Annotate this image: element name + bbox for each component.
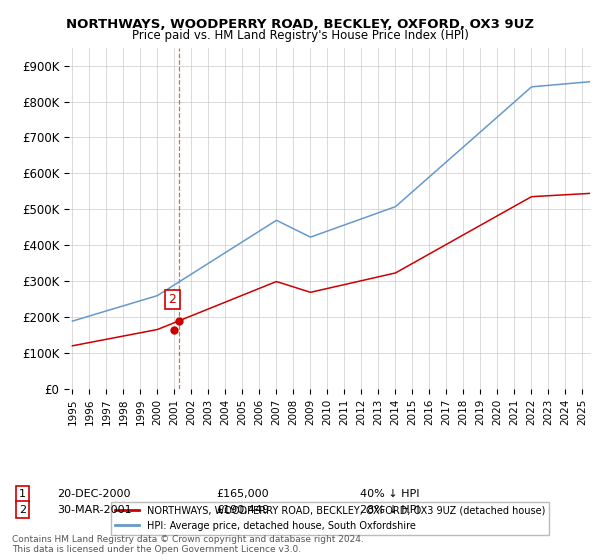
Text: £190,449: £190,449: [216, 505, 269, 515]
Text: NORTHWAYS, WOODPERRY ROAD, BECKLEY, OXFORD, OX3 9UZ: NORTHWAYS, WOODPERRY ROAD, BECKLEY, OXFO…: [66, 18, 534, 31]
Text: 40% ↓ HPI: 40% ↓ HPI: [360, 489, 419, 499]
Text: 1: 1: [19, 489, 26, 499]
Text: 28% ↓ HPI: 28% ↓ HPI: [360, 505, 419, 515]
Text: £165,000: £165,000: [216, 489, 269, 499]
Text: 2: 2: [19, 505, 26, 515]
Text: 2: 2: [169, 293, 176, 306]
Text: Price paid vs. HM Land Registry's House Price Index (HPI): Price paid vs. HM Land Registry's House …: [131, 29, 469, 42]
Text: 30-MAR-2001: 30-MAR-2001: [57, 505, 131, 515]
Text: 20-DEC-2000: 20-DEC-2000: [57, 489, 131, 499]
Legend: NORTHWAYS, WOODPERRY ROAD, BECKLEY, OXFORD, OX3 9UZ (detached house), HPI: Avera: NORTHWAYS, WOODPERRY ROAD, BECKLEY, OXFO…: [111, 502, 549, 535]
Text: Contains HM Land Registry data © Crown copyright and database right 2024.
This d: Contains HM Land Registry data © Crown c…: [12, 535, 364, 554]
